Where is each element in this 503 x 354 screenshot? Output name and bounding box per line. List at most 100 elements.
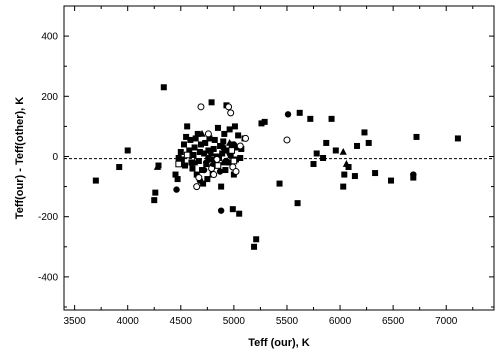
data-point-filled-triangle: [339, 147, 347, 155]
y-tick-label: -200: [38, 212, 58, 223]
data-point-filled-square: [307, 115, 314, 122]
data-point-filled-square: [124, 147, 131, 154]
data-point-filled-square: [372, 170, 379, 177]
y-axis-title: Teff(our) - Teff(other), K: [14, 97, 26, 219]
data-point-filled-circle: [216, 168, 224, 175]
data-point-filled-square: [187, 136, 194, 143]
data-point-filled-triangle: [198, 129, 206, 137]
data-point-filled-triangle: [219, 158, 227, 166]
x-tick-label: 6000: [329, 316, 352, 327]
data-point-filled-square: [221, 130, 228, 137]
data-point-filled-circle: [217, 207, 225, 214]
data-point-filled-square: [294, 200, 301, 207]
y-tick-label: -400: [38, 272, 58, 283]
data-point-filled-square: [195, 158, 202, 165]
data-point-filled-triangle: [190, 158, 199, 166]
data-point-open-circle: [208, 165, 216, 173]
data-point-open-circle: [193, 183, 201, 191]
axis-ticks: 3500 4000 4500 5000 5500 6000 6500 7000-400-200…: [38, 5, 494, 327]
data-point-filled-square: [388, 177, 395, 184]
data-point-filled-square: [208, 99, 215, 106]
data-point-filled-square: [258, 120, 265, 127]
data-point-filled-square: [229, 206, 236, 213]
data-points: [92, 84, 461, 250]
data-point-filled-square: [454, 135, 461, 142]
data-point-filled-square: [261, 118, 268, 125]
data-point-open-square: [183, 151, 191, 159]
data-point-open-square: [214, 162, 222, 169]
data-point-filled-square: [177, 148, 184, 155]
data-point-open-circle: [227, 109, 235, 117]
data-point-filled-square: [276, 180, 283, 187]
data-point-filled-square: [160, 84, 167, 91]
x-tick-label: 7000: [435, 316, 458, 327]
data-point-filled-square: [226, 126, 233, 133]
data-point-filled-square: [361, 129, 368, 136]
data-point-filled-square: [92, 177, 99, 184]
data-point-filled-square: [180, 141, 187, 148]
data-point-filled-square: [183, 133, 190, 140]
data-point-open-circle: [210, 171, 218, 179]
x-tick-label: 5500: [276, 316, 299, 327]
data-point-open-square: [230, 157, 238, 165]
data-point-filled-square: [214, 124, 221, 131]
data-point-filled-square: [218, 183, 225, 190]
data-point-filled-square: [184, 123, 191, 130]
data-point-filled-square: [196, 148, 203, 155]
x-tick-label: 3500: [63, 316, 86, 327]
data-point-filled-square: [230, 171, 237, 178]
data-point-filled-triangle: [226, 138, 234, 146]
data-point-open-circle: [225, 103, 233, 111]
data-point-filled-square: [200, 180, 207, 187]
plot-frame: [63, 5, 495, 311]
data-point-open-circle: [283, 136, 291, 144]
data-point-open-circle: [195, 174, 203, 182]
data-point-filled-square: [151, 197, 158, 204]
data-point-filled-square: [175, 155, 182, 161]
data-point-filled-circle: [205, 154, 212, 162]
data-point-filled-triangle: [153, 163, 162, 170]
data-point-filled-square: [354, 142, 361, 149]
data-point-filled-square: [182, 162, 189, 169]
x-tick-label: 4000: [117, 316, 140, 327]
data-point-filled-square: [235, 132, 242, 139]
data-point-filled-square: [204, 176, 211, 183]
data-point-filled-square: [191, 144, 198, 151]
data-point-filled-square: [210, 145, 217, 152]
data-point-open-circle: [242, 134, 250, 142]
data-point-filled-square: [152, 189, 159, 196]
data-point-filled-square: [224, 147, 231, 154]
data-point-filled-circle: [200, 166, 208, 174]
data-point-filled-square: [253, 236, 260, 243]
data-point-filled-circle: [410, 171, 417, 178]
data-point-filled-square: [313, 150, 320, 157]
y-tick-label: 0: [52, 152, 58, 163]
data-point-filled-square: [206, 135, 213, 142]
data-point-filled-square: [340, 183, 347, 190]
data-point-filled-square: [178, 156, 185, 163]
x-tick-label: 4500: [170, 316, 193, 327]
data-point-filled-square: [219, 150, 226, 157]
data-point-filled-square: [323, 139, 330, 146]
x-axis-title: Teff (our), K: [248, 337, 310, 349]
data-point-filled-square: [413, 133, 420, 140]
data-point-filled-triangle: [342, 160, 351, 167]
data-point-filled-square: [189, 165, 196, 172]
data-point-open-square: [175, 160, 182, 168]
data-point-open-circle: [197, 103, 205, 111]
data-point-open-square: [228, 147, 236, 154]
data-point-filled-square: [197, 141, 204, 148]
data-point-filled-square: [172, 171, 179, 178]
data-point-filled-square: [236, 210, 243, 217]
data-point-filled-square: [251, 243, 258, 250]
data-point-filled-circle: [220, 144, 227, 151]
data-point-filled-square: [186, 147, 193, 154]
data-point-filled-square: [201, 150, 208, 157]
data-point-open-circle: [232, 168, 240, 176]
data-point-filled-square: [192, 135, 199, 142]
data-point-filled-circle: [230, 141, 238, 148]
data-point-filled-square: [211, 136, 218, 143]
data-point-filled-square: [202, 139, 209, 146]
data-point-filled-square: [365, 139, 372, 146]
